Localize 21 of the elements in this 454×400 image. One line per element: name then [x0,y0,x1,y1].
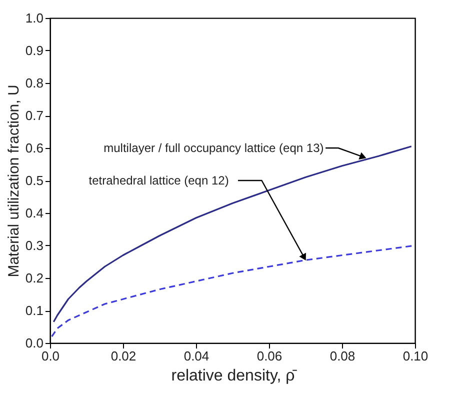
x-tick-label: 0.10 [402,348,428,364]
y-tick-label: 0.7 [25,108,44,123]
x-tick-label: 0.04 [184,348,210,364]
y-tick-label: 1.0 [25,10,44,26]
y-tick-label: 0.4 [25,206,44,220]
x-tick-label: 0.06 [256,348,282,364]
y-tick-label: 0.2 [25,270,44,286]
y-tick-label: 0.6 [25,140,44,156]
y-tick-label: 0.1 [25,303,44,318]
y-tick-label: 0.8 [25,76,44,90]
x-tick-label: 0.02 [110,348,136,364]
y-axis-title: Material utilization fraction, U [5,84,22,278]
series-label: multilayer / full occupancy lattice (eqn 13) [104,141,324,155]
text: tetrahedral lattice (eqn 12) [88,174,229,188]
y-tick-label: 0.5 [25,173,44,188]
x-axis-title: relative density, ρ̄ [171,368,298,384]
y-tick-label: 0.0 [25,336,44,350]
y-tick-label: 0.3 [25,238,44,253]
x-tick-label: 0.08 [330,348,356,364]
x-tick-label: 0.0 [41,348,60,364]
y-tick-label: 0.9 [25,43,44,58]
